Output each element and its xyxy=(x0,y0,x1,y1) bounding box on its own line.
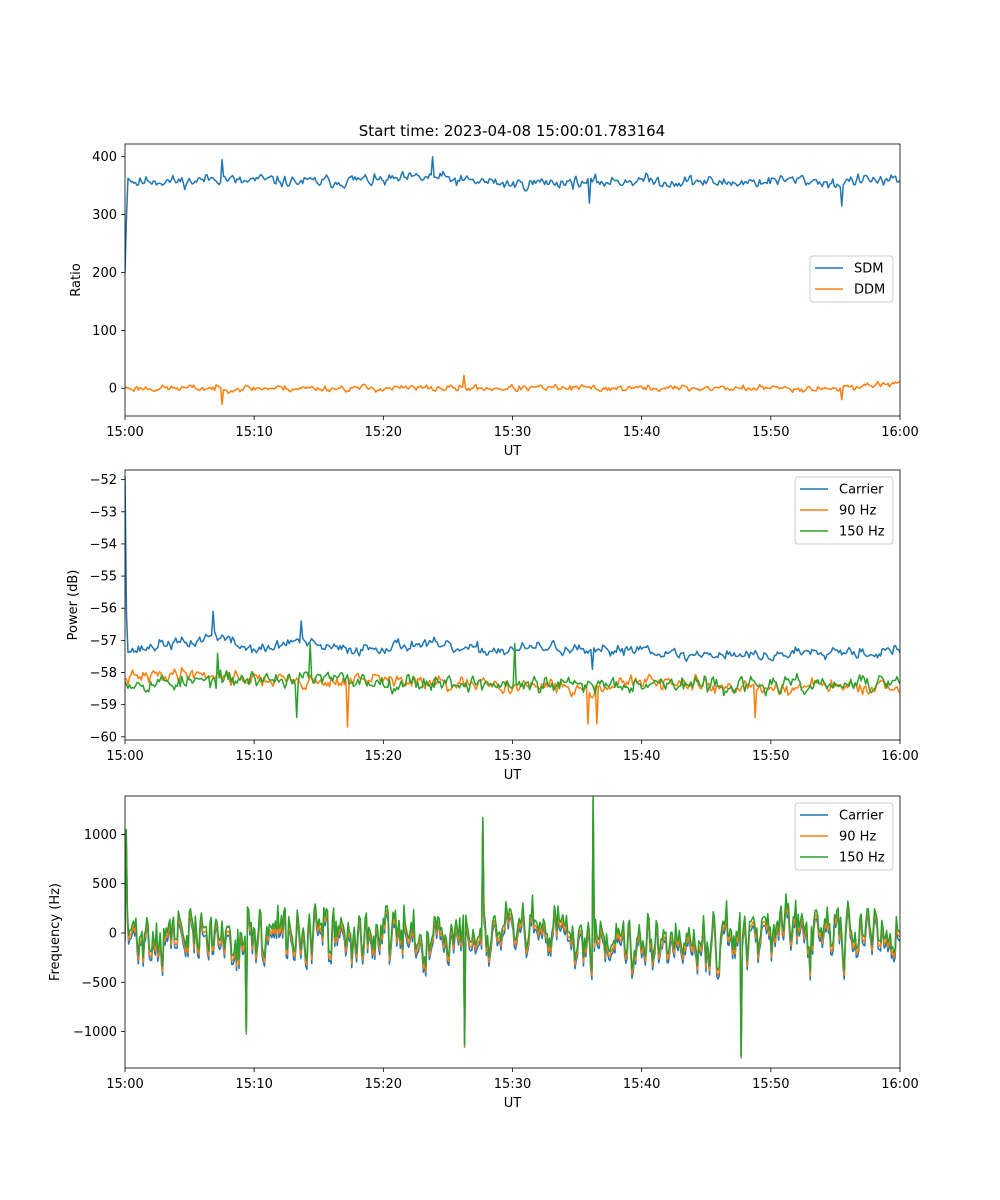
y-tick-label: −57 xyxy=(90,634,117,649)
x-tick-label: 15:10 xyxy=(235,749,272,764)
y-tick-label: −54 xyxy=(90,537,117,552)
legend-label: Carrier xyxy=(839,809,884,824)
y-tick-label: 100 xyxy=(92,324,117,339)
y-tick-label: 0 xyxy=(109,926,117,941)
x-tick-label: 15:00 xyxy=(106,425,143,440)
y-tick-label: −500 xyxy=(81,976,117,991)
y-tick-label: −59 xyxy=(90,698,117,713)
x-tick-label: 15:10 xyxy=(235,425,272,440)
y-tick-label: 300 xyxy=(92,208,117,223)
series-line-carrier xyxy=(125,476,900,671)
legend: Carrier 90 Hz 150 Hz xyxy=(794,802,894,871)
legend: Carrier 90 Hz 150 Hz xyxy=(794,476,894,545)
series-line-sdm xyxy=(125,155,900,273)
x-tick-label: 15:20 xyxy=(365,425,402,440)
series-line-90-hz xyxy=(125,666,900,728)
y-axis-label: Power (dB) xyxy=(66,570,81,641)
x-tick-label: 15:50 xyxy=(752,425,789,440)
panel-power: 15:00 15:10 15:20 15:30 15:40 15:50 16:00 UT −60… xyxy=(66,469,919,783)
legend-label: DDM xyxy=(854,283,885,298)
series-line-ddm xyxy=(125,374,900,406)
legend-label: SDM xyxy=(854,262,883,277)
y-tick-label: −55 xyxy=(90,570,117,585)
legend-box xyxy=(794,802,894,871)
y-tick-label: 0 xyxy=(109,382,117,397)
y-tick-label: −53 xyxy=(90,505,117,520)
x-axis-label: UT xyxy=(504,768,522,783)
panel-ratio: 15:00 15:10 15:20 15:30 15:40 15:50 16:00 UT 0 10… xyxy=(69,143,919,459)
x-tick-label: 16:00 xyxy=(881,425,918,440)
x-axis-label: UT xyxy=(504,1096,522,1111)
y-tick-label: 1000 xyxy=(84,828,117,843)
legend-label: Carrier xyxy=(839,483,884,498)
series-group xyxy=(125,155,900,406)
series-group xyxy=(125,476,900,728)
y-tick-label: −1000 xyxy=(73,1025,117,1040)
x-tick-label: 15:30 xyxy=(494,425,531,440)
series-group xyxy=(125,796,900,1059)
x-tick-label: 15:50 xyxy=(752,1077,789,1092)
legend-label: 150 Hz xyxy=(839,851,885,866)
y-axis-label: Ratio xyxy=(69,263,84,296)
x-tick-label: 15:00 xyxy=(106,1077,143,1092)
figure-title: Start time: 2023-04-08 15:00:01.783164 xyxy=(359,122,665,140)
x-tick-label: 15:40 xyxy=(623,425,660,440)
x-tick-label: 15:30 xyxy=(494,1077,531,1092)
x-tick-label: 15:50 xyxy=(752,749,789,764)
x-tick-label: 15:30 xyxy=(494,749,531,764)
y-axis-label: Frequency (Hz) xyxy=(48,883,63,981)
y-tick-label: 200 xyxy=(92,266,117,281)
panel-frequency: 15:00 15:10 15:20 15:30 15:40 15:50 16:00 UT −10… xyxy=(48,795,919,1111)
legend-box xyxy=(794,476,894,545)
x-tick-label: 15:20 xyxy=(365,1077,402,1092)
x-tick-label: 15:40 xyxy=(623,749,660,764)
y-tick-label: −56 xyxy=(90,602,117,617)
legend-label: 150 Hz xyxy=(839,525,885,540)
y-tick-label: −58 xyxy=(90,666,117,681)
x-axis-label: UT xyxy=(504,444,522,459)
x-tick-label: 15:40 xyxy=(623,1077,660,1092)
x-tick-label: 15:20 xyxy=(365,749,402,764)
y-tick-label: −52 xyxy=(90,473,117,488)
x-tick-label: 15:10 xyxy=(235,1077,272,1092)
x-tick-label: 15:00 xyxy=(106,749,143,764)
legend-label: 90 Hz xyxy=(839,504,876,519)
x-tick-label: 16:00 xyxy=(881,1077,918,1092)
y-tick-label: 500 xyxy=(92,877,117,892)
y-tick-label: −60 xyxy=(90,730,117,745)
legend-label: 90 Hz xyxy=(839,830,876,845)
y-tick-label: 400 xyxy=(92,150,117,165)
series-line-150-hz xyxy=(125,796,900,1056)
x-tick-label: 16:00 xyxy=(881,749,918,764)
legend: SDM DDM xyxy=(809,255,894,303)
series-line-150-hz xyxy=(125,642,900,719)
